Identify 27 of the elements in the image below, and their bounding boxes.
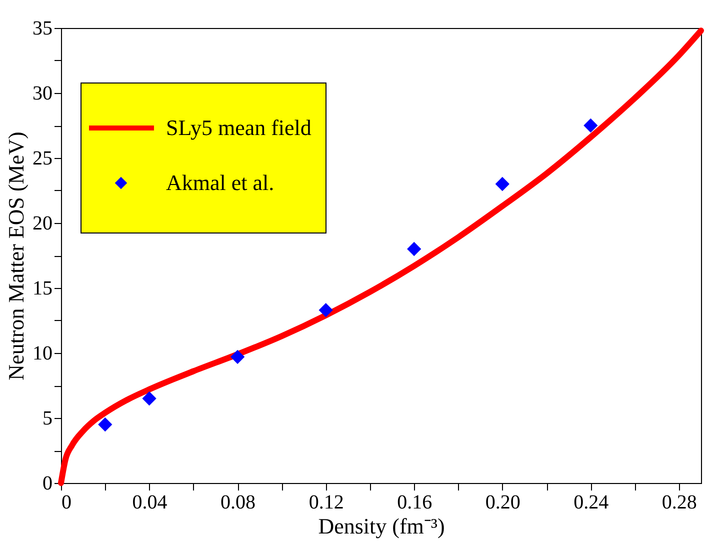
point	[230, 350, 245, 364]
point	[318, 303, 333, 318]
legend-label: SLy5 mean field	[166, 115, 312, 140]
legend-label: Akmal et al.	[166, 170, 274, 195]
y-tick-label: 25	[32, 148, 52, 170]
point	[142, 391, 156, 406]
y-tick-label: 10	[32, 342, 52, 364]
x-tick-label: 0.16	[397, 492, 432, 514]
y-tick-label: 35	[32, 18, 52, 40]
y-tick-label: 0	[42, 472, 52, 494]
x-tick-label: 0.24	[574, 492, 609, 514]
x-tick-label: 0.08	[220, 492, 256, 514]
point	[584, 118, 598, 133]
x-axis-title: Density (fm⁻³)	[318, 514, 445, 538]
y-tick-label: 5	[42, 408, 52, 430]
x-tick-label: 0.20	[485, 492, 520, 514]
x-tick-label: 0.04	[132, 492, 168, 514]
point	[98, 417, 112, 432]
x-tick-label: 0.28	[662, 492, 697, 514]
x-tick-label: 0	[62, 492, 72, 514]
y-axis-title: Neutron Matter EOS (MeV)	[4, 132, 28, 380]
point	[495, 176, 510, 192]
point	[407, 242, 422, 256]
x-tick-label: 0.12	[308, 492, 344, 514]
y-tick-label: 20	[32, 212, 52, 234]
y-tick-label: 30	[32, 82, 52, 104]
y-tick-label: 15	[32, 278, 52, 300]
